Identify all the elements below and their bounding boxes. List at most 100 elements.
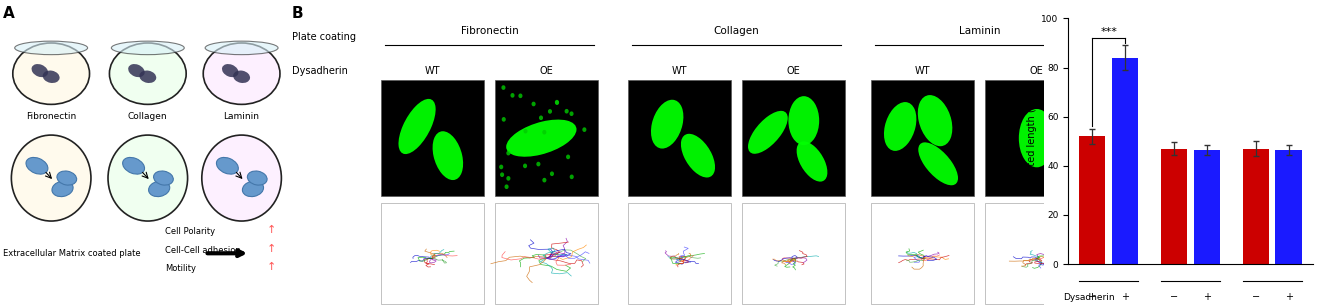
Bar (1161, 149, 1187, 264)
Ellipse shape (550, 171, 554, 176)
Ellipse shape (542, 130, 546, 134)
Circle shape (12, 135, 91, 221)
Text: WT: WT (672, 66, 687, 76)
Ellipse shape (247, 171, 267, 185)
Ellipse shape (919, 142, 958, 185)
FancyBboxPatch shape (381, 203, 484, 304)
FancyBboxPatch shape (871, 80, 974, 196)
FancyBboxPatch shape (742, 80, 845, 196)
Ellipse shape (570, 174, 574, 179)
Ellipse shape (26, 157, 48, 174)
Text: Fibronectin: Fibronectin (1062, 306, 1109, 307)
Ellipse shape (788, 96, 820, 145)
Ellipse shape (797, 141, 828, 182)
Ellipse shape (564, 109, 568, 114)
Ellipse shape (566, 154, 570, 159)
FancyBboxPatch shape (628, 203, 731, 304)
Text: Laminin: Laminin (223, 112, 259, 121)
Text: −: − (1170, 292, 1178, 302)
Text: OE: OE (539, 66, 554, 76)
Ellipse shape (432, 131, 463, 180)
Ellipse shape (531, 102, 535, 106)
Ellipse shape (204, 43, 280, 104)
Ellipse shape (505, 185, 509, 189)
Ellipse shape (500, 173, 504, 177)
FancyBboxPatch shape (496, 80, 598, 196)
Text: Collagen: Collagen (714, 26, 759, 36)
FancyBboxPatch shape (985, 80, 1088, 196)
Ellipse shape (15, 41, 87, 55)
Ellipse shape (242, 181, 263, 196)
Ellipse shape (506, 151, 510, 155)
Text: ↑: ↑ (267, 225, 276, 235)
Ellipse shape (128, 64, 144, 77)
Circle shape (202, 135, 282, 221)
Ellipse shape (524, 164, 527, 168)
Ellipse shape (555, 100, 559, 105)
Text: OE: OE (1030, 66, 1043, 76)
Text: Dysadherin: Dysadherin (1063, 293, 1114, 302)
Ellipse shape (500, 165, 504, 169)
Ellipse shape (1019, 109, 1055, 167)
Ellipse shape (582, 127, 587, 132)
Ellipse shape (398, 99, 436, 154)
Ellipse shape (524, 129, 527, 134)
FancyBboxPatch shape (381, 80, 484, 196)
Ellipse shape (542, 178, 546, 182)
Ellipse shape (501, 117, 506, 122)
Text: B: B (292, 6, 304, 21)
FancyBboxPatch shape (628, 80, 731, 196)
Text: +: + (1285, 292, 1293, 302)
Ellipse shape (917, 95, 952, 146)
Ellipse shape (52, 181, 73, 196)
Text: Fibronectin: Fibronectin (26, 112, 77, 121)
Text: Extracellular Matrix coated plate: Extracellular Matrix coated plate (3, 249, 140, 258)
Ellipse shape (539, 115, 543, 120)
Text: WT: WT (915, 66, 931, 76)
Text: Collagen: Collagen (128, 112, 168, 121)
Bar (1079, 136, 1105, 264)
Text: Plate coating: Plate coating (292, 32, 356, 42)
Ellipse shape (547, 109, 553, 114)
Ellipse shape (510, 93, 514, 98)
Text: +: + (1121, 292, 1129, 302)
Ellipse shape (148, 181, 169, 196)
Circle shape (108, 135, 188, 221)
FancyBboxPatch shape (742, 203, 845, 304)
Text: ***: *** (1100, 27, 1117, 37)
Text: −: − (1088, 292, 1096, 302)
Ellipse shape (518, 94, 522, 98)
Ellipse shape (217, 157, 238, 174)
Text: Laminin: Laminin (958, 26, 1001, 36)
Bar (1243, 149, 1269, 264)
Text: Motility: Motility (165, 264, 196, 273)
Bar (1276, 150, 1302, 264)
FancyBboxPatch shape (871, 203, 974, 304)
Ellipse shape (506, 119, 576, 157)
Ellipse shape (205, 41, 278, 55)
Ellipse shape (506, 176, 510, 181)
Ellipse shape (681, 134, 715, 177)
Ellipse shape (537, 162, 541, 166)
Text: OE: OE (787, 66, 800, 76)
Ellipse shape (42, 71, 59, 83)
Ellipse shape (57, 171, 77, 185)
Ellipse shape (111, 41, 184, 55)
FancyBboxPatch shape (496, 203, 598, 304)
Ellipse shape (139, 71, 156, 83)
Text: Cell-Cell adhesion: Cell-Cell adhesion (165, 246, 241, 255)
Text: Dysadherin: Dysadherin (292, 66, 348, 76)
Ellipse shape (123, 157, 144, 174)
Text: A: A (3, 6, 15, 21)
Bar (1112, 58, 1138, 264)
Text: WT: WT (424, 66, 440, 76)
Ellipse shape (884, 102, 916, 151)
Ellipse shape (222, 64, 238, 77)
Text: Fibronectin: Fibronectin (460, 26, 518, 36)
Ellipse shape (233, 71, 250, 83)
Bar (1194, 150, 1220, 264)
Text: −: − (1252, 292, 1260, 302)
Text: Collagen: Collagen (1151, 306, 1191, 307)
Text: ↑: ↑ (267, 262, 276, 272)
Ellipse shape (32, 64, 48, 77)
